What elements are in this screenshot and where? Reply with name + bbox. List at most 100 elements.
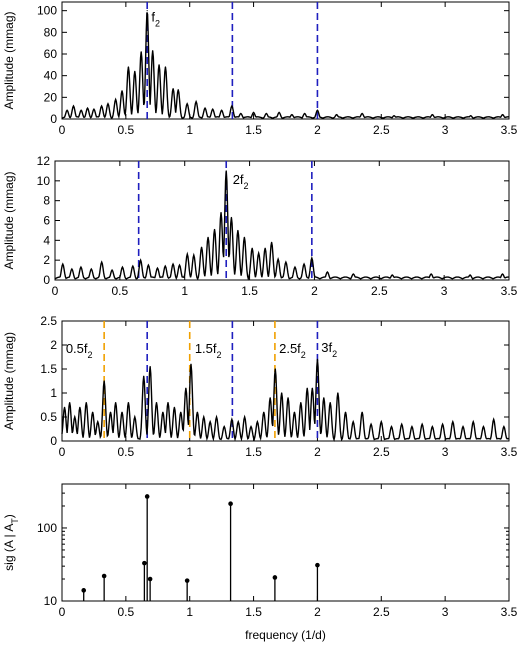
peak-point	[193, 254, 195, 256]
peak-point	[274, 368, 276, 370]
peak-point	[393, 115, 395, 117]
peak-point	[482, 426, 485, 428]
peak-point	[287, 397, 289, 399]
peak-point	[172, 88, 174, 90]
y-axis-label: Amplitude (mmag)	[2, 332, 16, 430]
peak-point	[231, 105, 233, 107]
peak-point	[86, 107, 89, 109]
peak-point	[421, 423, 423, 425]
x-tick-label: 3	[441, 284, 448, 298]
y-axis-label: Amplitude (mmag)	[2, 11, 16, 109]
peak-point	[306, 387, 308, 389]
x-tick-label: 0.5	[118, 123, 135, 137]
peak-point	[223, 426, 225, 428]
panel-1: 0 0.5 1 1.5 2 2.5 3 3.5 0 20 40 60 80 100 Amplitude (m…	[2, 1, 518, 137]
x-tick-label: 0.5	[112, 284, 129, 298]
peak-point	[344, 411, 347, 413]
peak-point	[140, 51, 142, 53]
stem-point	[81, 588, 87, 593]
peak-point	[431, 426, 433, 428]
peak-point	[195, 101, 197, 103]
peak-point	[281, 392, 283, 394]
peak-point	[470, 115, 472, 117]
peak-point	[164, 265, 166, 267]
x-tick-label: 3	[442, 605, 449, 619]
peak-point	[212, 108, 214, 110]
peak-point	[370, 423, 372, 425]
plot-frame	[54, 160, 510, 281]
peak-point	[185, 387, 187, 389]
stem-point	[184, 578, 190, 583]
peak-point	[411, 426, 413, 428]
peak-point	[71, 268, 73, 270]
y-tick-label: 1.5	[40, 362, 57, 376]
peak-point	[143, 375, 145, 377]
peak-point	[335, 114, 338, 116]
peak-point	[203, 416, 205, 418]
y-tick-label: 2	[50, 338, 57, 352]
peak-point	[204, 107, 206, 109]
stem-point	[315, 562, 320, 568]
peak-point	[97, 421, 99, 423]
peak-point	[304, 112, 306, 115]
peak-point	[293, 411, 296, 413]
x-tick-label: 3.5	[501, 445, 518, 459]
peak-point	[501, 273, 504, 275]
periodogram-line	[61, 359, 510, 443]
peak-point	[225, 170, 227, 172]
peak-point	[326, 271, 328, 273]
x-tick-label: 3.5	[501, 123, 518, 137]
peak-point	[207, 236, 209, 238]
y-tick-label: 20	[44, 90, 58, 104]
peak-point	[66, 109, 68, 111]
peak-point	[80, 266, 82, 268]
peak-point	[134, 416, 136, 418]
y-tick-label: 80	[44, 25, 58, 39]
peak-point	[127, 402, 130, 404]
peak-point	[103, 380, 105, 382]
peak-point	[251, 247, 253, 249]
peak-point	[263, 411, 265, 413]
peak-point	[111, 269, 113, 271]
peak-point	[311, 257, 313, 259]
peak-point	[441, 423, 444, 425]
peak-point	[209, 421, 211, 423]
peak-point	[265, 112, 267, 115]
x-tick-label: 2	[311, 284, 318, 298]
peak-annotation: 0.5f2	[66, 341, 93, 360]
peak-point	[74, 416, 76, 418]
y-tick-label: 8	[43, 194, 50, 208]
y-tick-label: 10	[44, 594, 58, 608]
peak-point	[380, 421, 382, 423]
plot-frame	[61, 320, 510, 442]
peak-point	[250, 426, 252, 428]
peak-point	[220, 211, 222, 214]
peak-point	[303, 263, 305, 265]
peak-point	[361, 411, 363, 413]
y-tick-label: 0.5	[40, 410, 57, 424]
x-tick-label: 0	[59, 445, 66, 459]
peak-point	[269, 397, 271, 399]
peak-point	[146, 10, 148, 12]
peak-point	[186, 103, 188, 105]
peak-point	[140, 259, 142, 261]
x-tick-label: 1	[181, 284, 188, 298]
peak-point	[172, 263, 174, 265]
peak-point	[431, 114, 433, 116]
peak-point	[352, 421, 354, 423]
y-tick-label: 12	[37, 154, 51, 168]
peak-point	[237, 229, 239, 232]
peak-point	[503, 426, 505, 428]
peak-point	[352, 273, 354, 275]
peak-point	[72, 105, 75, 107]
peak-point	[294, 266, 296, 268]
stem-point	[272, 575, 278, 580]
peak-point	[62, 263, 64, 265]
peak-point	[180, 411, 182, 413]
y-tick-label: 2.5	[40, 314, 57, 328]
peak-point	[152, 50, 154, 52]
peak-point	[291, 114, 293, 116]
peak-point	[162, 411, 164, 413]
y-tick-label: 0	[50, 434, 57, 448]
y-tick-label: 10	[37, 174, 51, 188]
